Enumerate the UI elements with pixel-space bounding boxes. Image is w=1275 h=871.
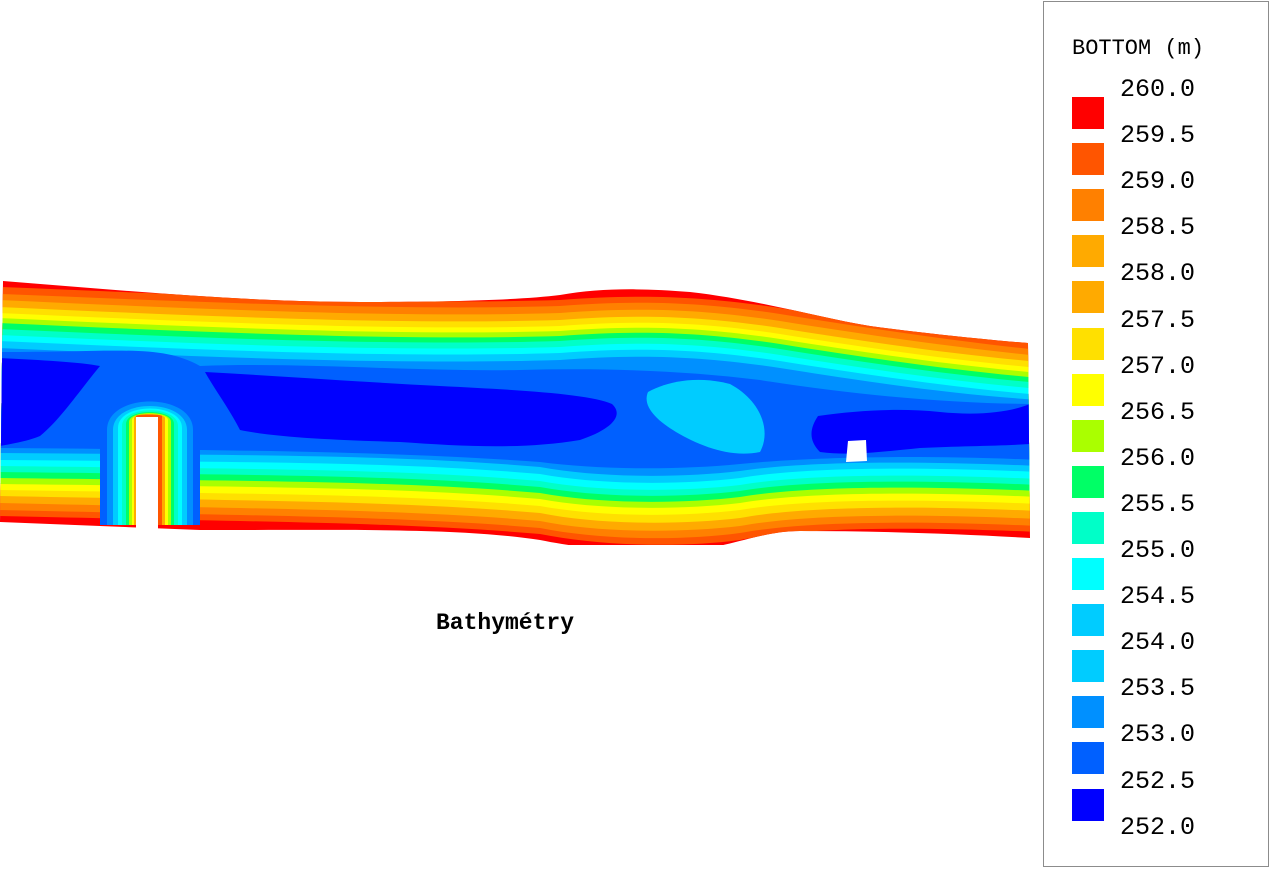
- legend-swatch: [1072, 465, 1104, 498]
- color-legend: BOTTOM (m) 260.0 259.5 259.0 258.5 258.0 257.…: [1043, 1, 1269, 867]
- island-hole: [846, 440, 867, 462]
- legend-tick-label: 258.0: [1120, 259, 1196, 289]
- legend-swatch: [1072, 419, 1104, 452]
- legend-swatch: [1072, 281, 1104, 314]
- legend-tick-label: 254.5: [1120, 582, 1196, 612]
- legend-swatch: [1072, 327, 1104, 360]
- legend-swatch: [1072, 235, 1104, 268]
- bathymetry-map: [0, 281, 1030, 545]
- legend-tick-label: 254.0: [1120, 628, 1196, 658]
- contour-bands: [0, 281, 1030, 545]
- legend-swatch: [1072, 511, 1104, 544]
- legend-swatch: [1072, 604, 1104, 637]
- map-caption: Bathymétry: [435, 610, 575, 636]
- legend-swatch: [1072, 650, 1104, 683]
- legend-tick-label: 256.0: [1120, 443, 1196, 473]
- legend-swatch: [1072, 558, 1104, 590]
- legend-tick-label: 253.0: [1120, 720, 1196, 750]
- legend-swatch: [1072, 373, 1104, 406]
- legend-tick-label: 258.5: [1120, 213, 1196, 243]
- legend-swatch: [1072, 189, 1104, 222]
- legend-tick-label: 255.5: [1120, 489, 1196, 519]
- deep-right: [811, 404, 1030, 454]
- legend-tick-label: 260.0: [1120, 75, 1196, 104]
- legend-swatch: [1072, 742, 1104, 775]
- legend-swatch: [1072, 788, 1104, 821]
- legend-tick-label: 252.0: [1120, 812, 1196, 842]
- legend-tick-label: 255.0: [1120, 536, 1196, 565]
- legend-title: BOTTOM (m): [1072, 36, 1205, 61]
- legend-swatch: [1072, 143, 1104, 176]
- deep-left: [0, 358, 100, 446]
- legend-tick-label: 259.0: [1120, 167, 1196, 197]
- legend-tick-label: 257.5: [1120, 305, 1196, 335]
- legend-tick-label: 256.5: [1120, 397, 1196, 427]
- legend-tick-label: 259.5: [1120, 121, 1196, 151]
- legend-swatch: [1072, 97, 1104, 129]
- legend-tick-label: 257.0: [1120, 351, 1196, 381]
- deep-main: [205, 372, 617, 447]
- legend-tick-label: 252.5: [1120, 766, 1196, 796]
- legend-tick-label: 253.5: [1120, 674, 1196, 704]
- legend-swatch: [1072, 696, 1104, 729]
- shoal-middle: [646, 379, 765, 454]
- pier-hole: [136, 417, 158, 530]
